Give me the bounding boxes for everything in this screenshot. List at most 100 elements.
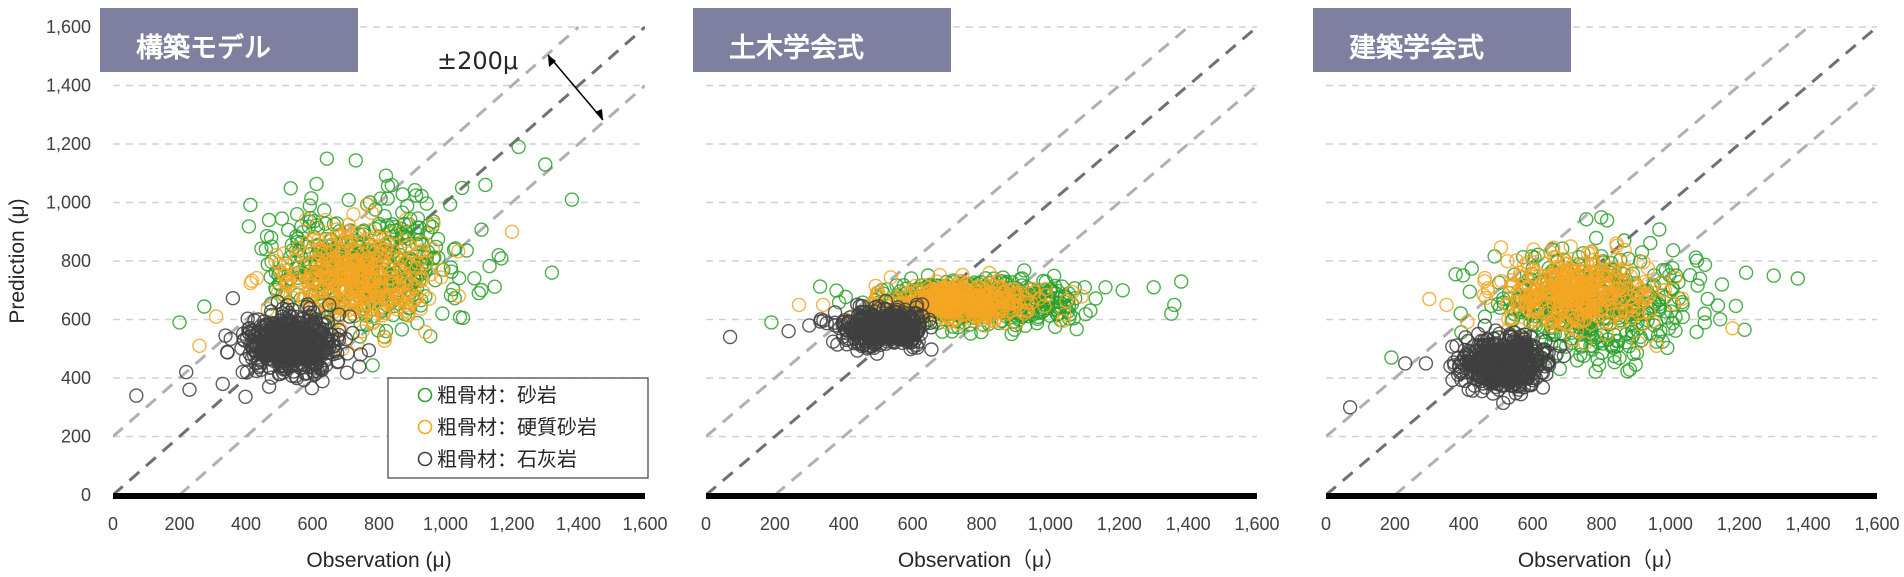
data-point xyxy=(378,231,394,246)
data-point xyxy=(394,322,410,337)
data-point xyxy=(451,288,466,304)
data-point xyxy=(1422,291,1437,307)
x-tick-label: 400 xyxy=(829,514,859,534)
data-point xyxy=(330,355,345,370)
data-point xyxy=(326,339,342,354)
data-point xyxy=(835,314,851,330)
data-point xyxy=(1588,297,1604,313)
data-point xyxy=(405,294,421,309)
x-tick-label: 1,000 xyxy=(1028,514,1073,534)
data-point xyxy=(314,317,330,332)
data-point xyxy=(430,231,446,247)
reference-line xyxy=(706,25,1257,495)
data-point xyxy=(1607,355,1622,370)
data-point xyxy=(946,305,962,320)
data-point xyxy=(362,284,377,299)
data-point xyxy=(451,244,466,259)
data-point xyxy=(408,291,423,307)
annotation: ±200μ xyxy=(437,47,604,121)
data-point xyxy=(1515,250,1531,265)
data-point xyxy=(1059,293,1074,308)
data-point xyxy=(364,205,379,221)
data-point xyxy=(932,283,948,299)
data-point xyxy=(309,176,324,192)
data-point xyxy=(1665,281,1680,297)
data-point xyxy=(1737,322,1752,337)
data-point xyxy=(443,287,459,303)
x-tick-label: 600 xyxy=(1518,514,1548,534)
data-point xyxy=(966,300,981,316)
data-point xyxy=(1418,356,1434,371)
data-point xyxy=(1459,347,1475,362)
data-point xyxy=(1697,257,1713,272)
data-point xyxy=(791,297,807,313)
data-point xyxy=(511,139,526,155)
data-point xyxy=(1624,299,1640,314)
y-tick-label: 600 xyxy=(61,310,91,330)
data-point xyxy=(172,315,187,330)
data-point xyxy=(855,298,870,314)
x-tick-label: 1,000 xyxy=(1648,514,1693,534)
data-point xyxy=(1455,268,1471,283)
x-tick-label: 200 xyxy=(1380,514,1410,534)
data-point xyxy=(1521,302,1537,318)
data-point xyxy=(299,211,314,227)
data-point xyxy=(1074,289,1089,304)
panel-label-box xyxy=(1313,8,1571,72)
data-point xyxy=(372,219,387,234)
data-point xyxy=(1520,366,1536,382)
data-point xyxy=(876,301,891,316)
data-point xyxy=(274,211,290,226)
data-point xyxy=(487,279,502,294)
data-point xyxy=(1637,274,1652,290)
panel-label: 土木学会式 xyxy=(693,8,951,72)
data-point xyxy=(564,192,580,207)
data-point xyxy=(1499,296,1515,312)
data-point xyxy=(983,312,999,328)
data-point xyxy=(1714,277,1730,292)
data-point xyxy=(1023,295,1039,310)
reference-line xyxy=(1326,25,1810,438)
data-point xyxy=(1501,390,1516,405)
data-point xyxy=(1527,339,1543,354)
data-point xyxy=(1046,268,1062,283)
data-point xyxy=(260,257,275,272)
y-tick-label: 800 xyxy=(61,251,91,271)
data-point xyxy=(1631,286,1646,301)
data-point xyxy=(494,251,509,266)
data-point xyxy=(399,276,414,291)
data-point xyxy=(815,297,831,313)
data-point xyxy=(1464,261,1479,276)
data-point xyxy=(339,231,354,246)
y-tick-label: 1,600 xyxy=(46,17,91,37)
data-point xyxy=(331,322,347,338)
data-point xyxy=(1689,324,1704,340)
data-point xyxy=(491,247,506,263)
data-point xyxy=(856,321,871,337)
data-point xyxy=(1563,239,1578,254)
data-point xyxy=(538,157,553,172)
chart-panel-2: 0 200 400 600 800 1,000 1,200 1,400 1,600 Observa… xyxy=(693,8,1280,572)
data-point xyxy=(504,224,520,240)
y-tick-label: 1,200 xyxy=(46,134,91,154)
data-point xyxy=(1513,371,1529,386)
data-point xyxy=(268,265,283,280)
data-point xyxy=(320,289,335,304)
data-point xyxy=(1057,307,1072,322)
data-point xyxy=(319,151,335,166)
data-point xyxy=(1448,267,1463,282)
panel-label-text: 建築学会式 xyxy=(1349,32,1484,64)
data-point xyxy=(238,389,253,404)
data-point xyxy=(482,258,497,274)
data-point xyxy=(1634,317,1649,332)
data-point xyxy=(426,216,441,232)
data-point xyxy=(1566,256,1581,271)
data-point xyxy=(317,203,332,218)
data-point xyxy=(1473,352,1489,367)
data-point xyxy=(428,239,444,255)
data-point xyxy=(1566,271,1582,286)
data-point xyxy=(1667,270,1683,285)
data-point xyxy=(1012,299,1028,314)
